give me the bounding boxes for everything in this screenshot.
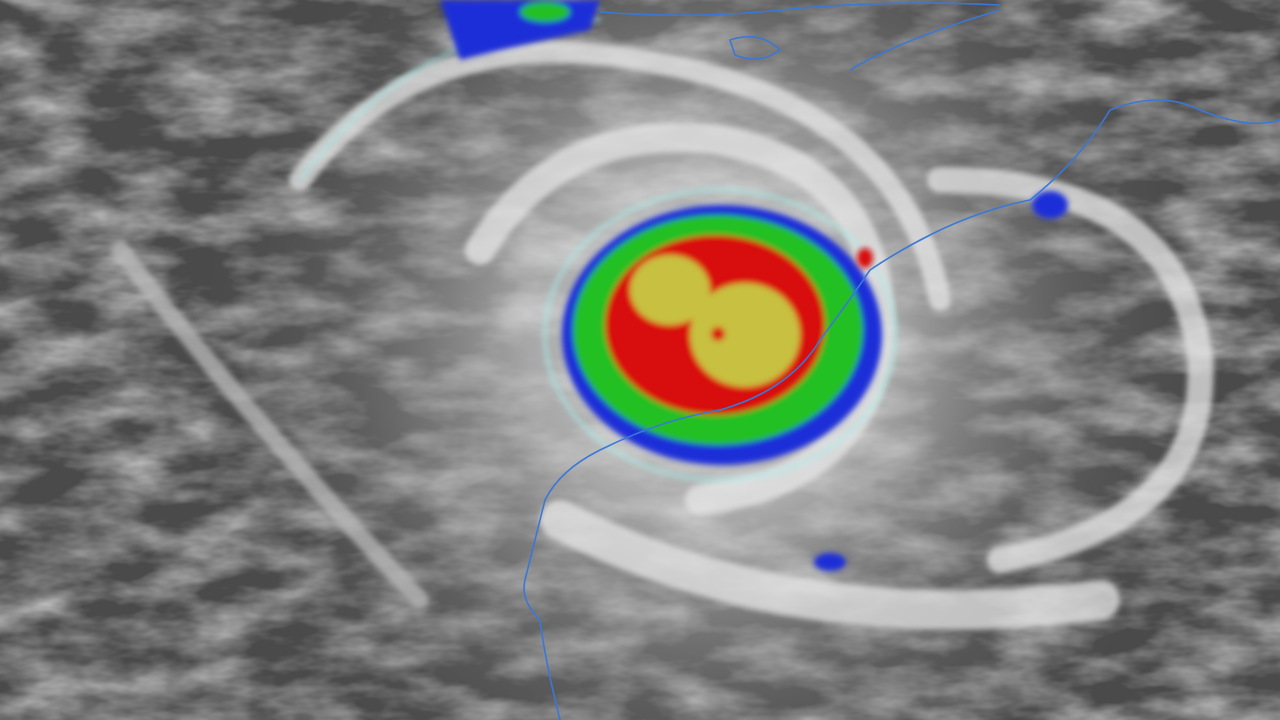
spiral-bands	[111, 41, 1214, 630]
coastline	[523, 2, 1280, 720]
blue-patches	[440, 0, 1068, 571]
cyclone-core	[562, 205, 882, 465]
